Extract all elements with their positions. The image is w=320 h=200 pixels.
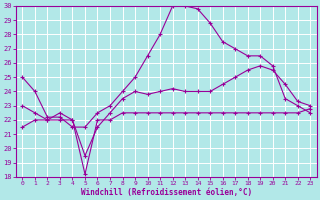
X-axis label: Windchill (Refroidissement éolien,°C): Windchill (Refroidissement éolien,°C)	[81, 188, 252, 197]
